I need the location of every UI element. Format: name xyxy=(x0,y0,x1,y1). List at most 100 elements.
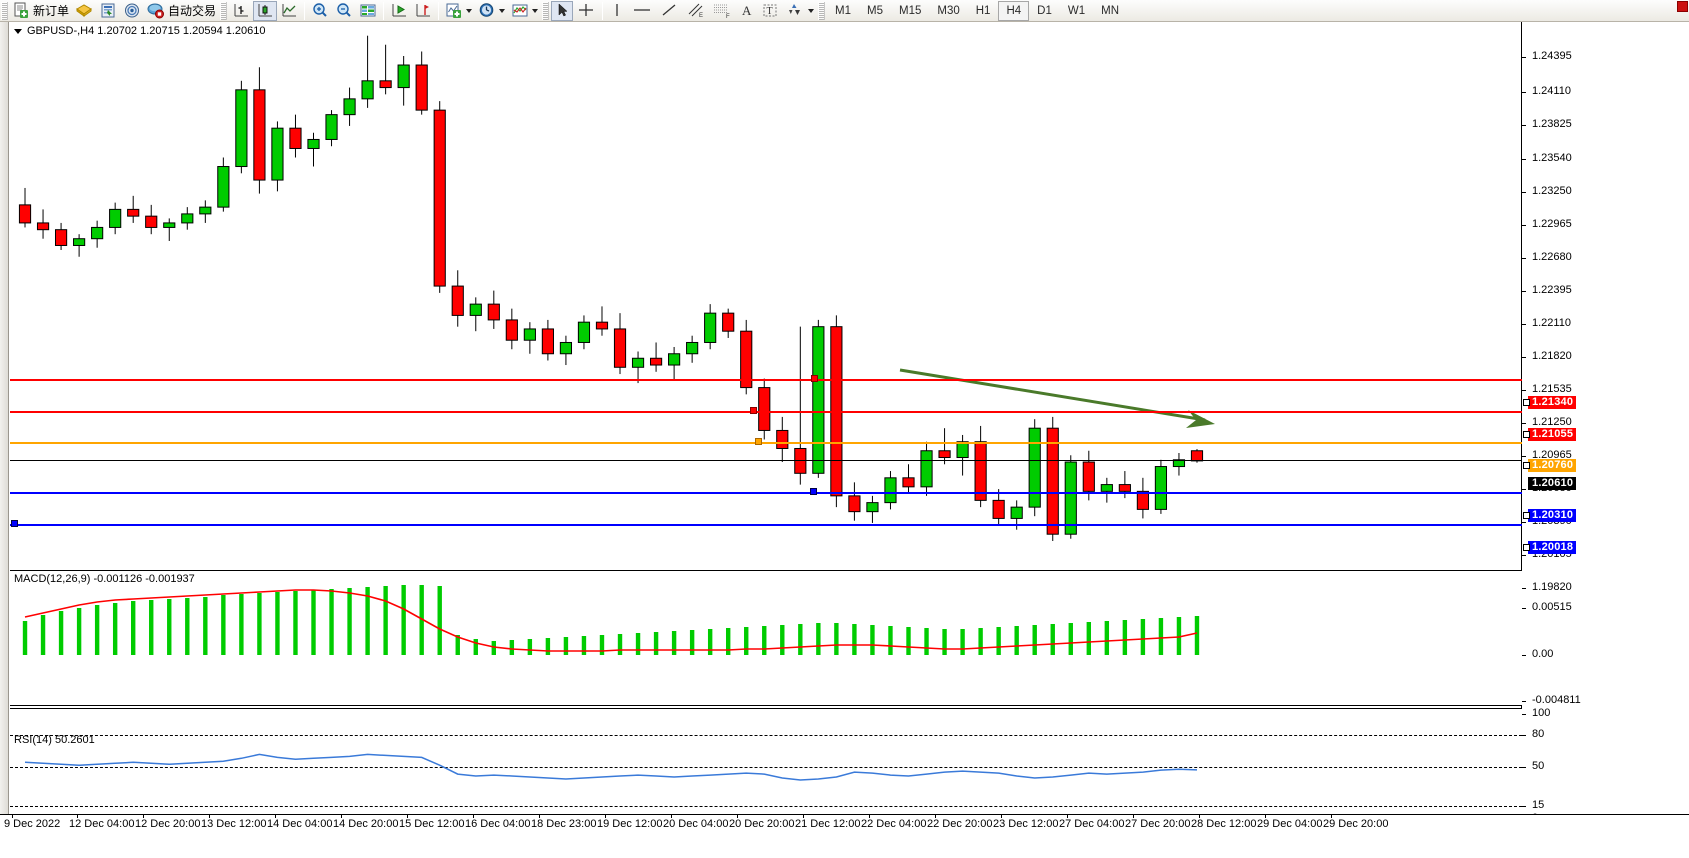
price-tag-1-21340[interactable]: 1.21340 xyxy=(1523,396,1577,409)
time-tick xyxy=(803,815,804,818)
line-handle-3[interactable] xyxy=(755,438,762,445)
horizontal-line-button[interactable] xyxy=(628,1,656,21)
template-icon xyxy=(512,4,528,17)
time-tick xyxy=(539,815,540,818)
zoom-in-button[interactable] xyxy=(308,1,332,21)
axis-tick xyxy=(1522,701,1526,702)
axis-tick xyxy=(1522,655,1526,656)
collapse-icon[interactable] xyxy=(14,28,22,34)
text-tool-button[interactable]: A xyxy=(736,1,758,21)
price-tag-1-20018[interactable]: 1.20018 xyxy=(1523,541,1577,554)
price-tag-handle[interactable] xyxy=(1523,399,1530,406)
zoom-out-button[interactable] xyxy=(332,1,356,21)
macd-label: MACD(12,26,9) -0.001126 -0.001937 xyxy=(14,573,195,585)
timeframe-d1[interactable]: D1 xyxy=(1037,4,1052,17)
price-tag-1-20610[interactable]: 1.20610 xyxy=(1528,477,1577,490)
toolbar-grip-4[interactable] xyxy=(818,1,826,20)
timeframe-m5[interactable]: M5 xyxy=(867,4,883,17)
equidistant-channel-button[interactable]: E xyxy=(682,1,708,21)
price-tag-1-21055[interactable]: 1.21055 xyxy=(1523,428,1577,441)
data-window-button[interactable] xyxy=(356,1,380,21)
price-axis[interactable]: 1.24395 1.24110 1.23825 1.23540 1.23250 1.229… xyxy=(1522,22,1689,836)
price-tag-handle[interactable] xyxy=(1523,431,1530,438)
price-tag-handle[interactable] xyxy=(1523,544,1530,551)
candlestick-chart-button[interactable] xyxy=(253,0,278,21)
vertical-line-button[interactable] xyxy=(606,1,628,21)
cursor-tool-button[interactable] xyxy=(551,0,574,21)
toolbar-grip-3[interactable] xyxy=(542,1,550,20)
toolbar-separator-4 xyxy=(602,1,604,20)
time-tick xyxy=(1331,815,1332,818)
auto-trading-button[interactable]: 自动交易 xyxy=(144,1,219,21)
price-axis-label: 1.21250 xyxy=(1532,416,1572,428)
terminal-button[interactable] xyxy=(96,1,120,21)
new-order-button[interactable]: 新订单 xyxy=(10,1,72,21)
timeframe-h4[interactable]: H4 xyxy=(998,0,1030,21)
chevron-down-icon[interactable] xyxy=(466,8,473,13)
resistance-line-2[interactable] xyxy=(10,411,1522,413)
svg-text:T: T xyxy=(767,6,773,17)
timeframe-mn[interactable]: MN xyxy=(1101,4,1119,17)
chevron-down-icon-3[interactable] xyxy=(532,8,539,13)
resistance-line-1[interactable] xyxy=(10,379,1522,381)
price-axis-label: 1.20965 xyxy=(1532,449,1572,461)
line-handle-4[interactable] xyxy=(810,488,817,495)
time-axis-label: 18 Dec 23:00 xyxy=(531,818,597,830)
crosshair-tool-button[interactable] xyxy=(573,1,599,21)
price-axis-label: 1.21820 xyxy=(1532,350,1572,362)
price-axis-label: 0.00 xyxy=(1532,648,1554,660)
time-tick xyxy=(143,815,144,818)
price-tag-handle[interactable] xyxy=(1523,462,1530,469)
toolbar-grip-2[interactable] xyxy=(220,1,228,20)
timeframe-w1[interactable]: W1 xyxy=(1067,4,1086,17)
macd-panel[interactable]: MACD(12,26,9) -0.001126 -0.001937 xyxy=(10,571,1523,706)
auto-scroll-button[interactable] xyxy=(411,1,435,21)
fibonacci-button[interactable]: F xyxy=(708,1,736,21)
price-tag-1-20760[interactable]: 1.20760 xyxy=(1523,459,1577,472)
trendline-button[interactable] xyxy=(656,1,682,21)
templates-button[interactable] xyxy=(508,1,541,21)
signal-icon xyxy=(125,3,140,18)
chevron-down-icon-2[interactable] xyxy=(499,8,506,13)
line-chart-button[interactable] xyxy=(277,1,301,21)
time-axis-label: 29 Dec 04:00 xyxy=(1257,818,1323,830)
toolbar-grip[interactable] xyxy=(1,1,8,20)
current-price-line[interactable] xyxy=(10,460,1522,461)
shapes-button[interactable] xyxy=(782,1,817,21)
shift-end-button[interactable] xyxy=(387,1,411,21)
close-icon[interactable] xyxy=(1677,1,1688,12)
axis-tick xyxy=(1522,588,1526,589)
clock-icon xyxy=(479,3,494,17)
price-axis-label: -0.004811 xyxy=(1532,694,1581,706)
line-handle-5[interactable] xyxy=(11,520,18,527)
wallet-button[interactable] xyxy=(72,1,96,21)
chevron-down-icon-4[interactable] xyxy=(808,8,815,13)
toolbar-separator-1 xyxy=(304,1,306,20)
timeframe-h1[interactable]: H1 xyxy=(975,4,991,17)
support-line-1[interactable] xyxy=(10,492,1522,494)
support-line-2[interactable] xyxy=(10,524,1522,526)
timeframe-m30[interactable]: M30 xyxy=(937,4,960,17)
pivot-line[interactable] xyxy=(10,442,1522,444)
timeframe-m15[interactable]: M15 xyxy=(899,4,922,17)
price-axis-label: 1.23825 xyxy=(1532,118,1572,130)
text-label-button[interactable]: T xyxy=(758,1,782,21)
time-axis[interactable]: 9 Dec 2022 12 Dec 04:00 12 Dec 20:00 13 Dec… xyxy=(0,814,1689,836)
line-handle-1[interactable] xyxy=(811,375,818,382)
horizontal-line-icon xyxy=(634,9,651,11)
time-axis-label: 29 Dec 20:00 xyxy=(1323,818,1389,830)
toolbar-separator-2 xyxy=(383,1,385,20)
timeframe-m1[interactable]: M1 xyxy=(835,4,852,17)
axis-tick xyxy=(1522,555,1526,556)
add-indicator-button[interactable] xyxy=(442,1,475,21)
signal-button[interactable] xyxy=(120,1,144,21)
period-button[interactable] xyxy=(475,1,508,21)
price-tag-1-20310[interactable]: 1.20310 xyxy=(1523,509,1577,522)
line-handle-2[interactable] xyxy=(750,407,757,414)
price-tag-handle[interactable] xyxy=(1523,512,1530,519)
bar-chart-button[interactable] xyxy=(229,1,253,21)
time-axis-label: 9 Dec 2022 xyxy=(4,818,61,830)
price-axis-label: 80 xyxy=(1532,728,1545,740)
price-axis-label: 0.00515 xyxy=(1532,601,1572,613)
